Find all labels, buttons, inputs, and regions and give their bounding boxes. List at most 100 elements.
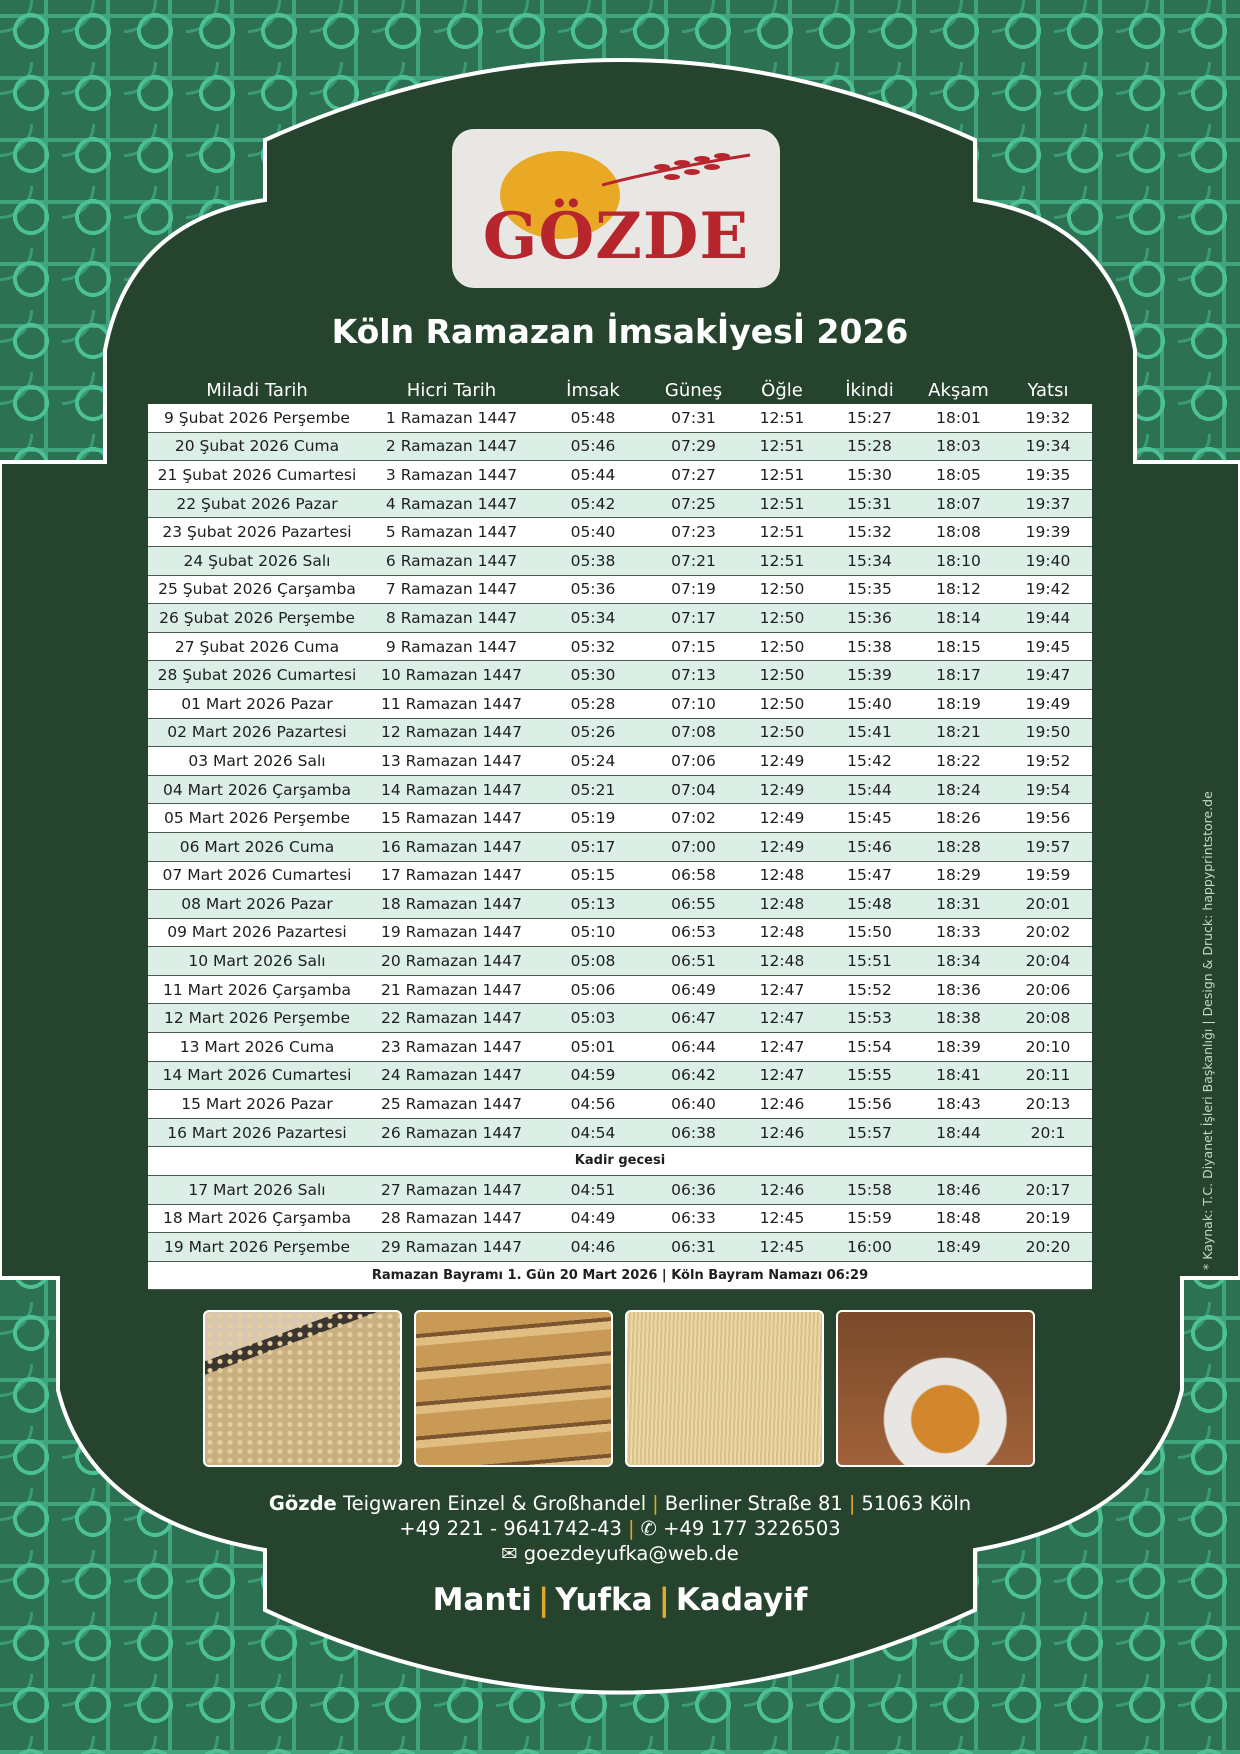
table-row: 09 Mart 2026 Pazartesi 19 Ramazan 1447 05:… <box>148 918 1092 948</box>
product-yufka: Yufka <box>555 1582 653 1618</box>
table-row: 27 Şubat 2026 Cuma 9 Ramazan 1447 05:32 07:… <box>148 632 1092 662</box>
table-row: 02 Mart 2026 Pazartesi 12 Ramazan 1447 05:… <box>148 718 1092 748</box>
table-cell: 05 Mart 2026 Perşembe <box>163 809 351 828</box>
table-cell: 15:27 <box>847 408 892 427</box>
table-row: 01 Mart 2026 Pazar 11 Ramazan 1447 05:28 07… <box>148 689 1092 719</box>
table-cell: 19:56 <box>1025 809 1071 828</box>
table-cell: 15:38 <box>847 637 892 656</box>
table-cell: 20:1 <box>1030 1123 1066 1142</box>
table-cell: 05:38 <box>570 551 616 570</box>
table-cell: 29 Ramazan 1447 <box>380 1238 522 1257</box>
table-cell: 15:36 <box>847 608 892 627</box>
table-cell: 06:44 <box>671 1037 716 1056</box>
table-cell: 05:30 <box>570 666 616 685</box>
table-row: 03 Mart 2026 Salı 13 Ramazan 1447 05:24 07:… <box>148 747 1092 776</box>
table-cell: 04:49 <box>570 1209 616 1228</box>
table-cell: 05:08 <box>570 952 616 971</box>
table-cell: 20:20 <box>1025 1238 1071 1257</box>
product-kadayif: Kadayif <box>675 1582 808 1618</box>
page-title: Köln Ramazan İmsakİyesİ 2026 <box>331 312 909 351</box>
table-cell: 12:50 <box>759 608 805 627</box>
table-cell: 15:54 <box>847 1037 892 1056</box>
table-row: 22 Şubat 2026 Pazar 4 Ramazan 1447 05:42 07… <box>148 489 1092 519</box>
table-row: 20 Şubat 2026 Cuma 2 Ramazan 1447 05:46 07:… <box>148 432 1092 462</box>
table-cell: 07:08 <box>671 723 716 742</box>
table-cell: 07:02 <box>671 809 716 828</box>
table-cell: 19:35 <box>1025 465 1071 484</box>
table-cell: 4 Ramazan 1447 <box>385 494 518 513</box>
table-cell: 19:49 <box>1025 694 1071 713</box>
table-cell: 06:33 <box>671 1209 716 1228</box>
table-cell: 15:50 <box>847 923 892 942</box>
table-cell: 18:31 <box>936 894 981 913</box>
table-cell: 16:00 <box>847 1238 892 1257</box>
whatsapp-number[interactable]: +49 177 3226503 <box>663 1517 841 1540</box>
table-cell: 18:33 <box>936 923 981 942</box>
table-cell: 02 Mart 2026 Pazartesi <box>167 723 347 742</box>
table-cell: 18:10 <box>936 551 981 570</box>
table-cell: 12:48 <box>759 952 805 971</box>
table-cell: 12:50 <box>759 580 805 599</box>
table-cell: 19:50 <box>1025 723 1071 742</box>
table-cell: 20:04 <box>1025 952 1071 971</box>
table-cell: 05:21 <box>570 780 616 799</box>
table-row: 26 Şubat 2026 Perşembe 8 Ramazan 1447 05:3… <box>148 604 1092 633</box>
table-cell: 04:54 <box>570 1123 616 1142</box>
table-cell: 05:44 <box>570 465 616 484</box>
table-cell: 12:51 <box>759 408 805 427</box>
table-cell: 26 Ramazan 1447 <box>380 1123 522 1142</box>
product-photos <box>203 1310 1035 1467</box>
column-header: Yatsı <box>1027 379 1069 401</box>
table-cell: 25 Şubat 2026 Çarşamba <box>158 580 356 599</box>
table-cell: 12:45 <box>759 1209 805 1228</box>
mail-icon: ✉ <box>501 1542 518 1565</box>
table-cell: 22 Ramazan 1447 <box>380 1009 522 1028</box>
table-cell: 07:15 <box>671 637 716 656</box>
table-cell: 19:42 <box>1025 580 1071 599</box>
product-list: Manti | Yufka | Kadayif <box>432 1582 808 1618</box>
table-cell: 12:47 <box>759 980 805 999</box>
table-row: 12 Mart 2026 Perşembe 22 Ramazan 1447 05:0… <box>148 1004 1092 1034</box>
table-cell: 20:11 <box>1025 1066 1071 1085</box>
phone-number[interactable]: +49 221 - 9641742-43 <box>399 1517 622 1540</box>
table-cell: 12:47 <box>759 1037 805 1056</box>
table-cell: 07:10 <box>671 694 716 713</box>
gozde-logo: GÖZDE <box>452 129 780 288</box>
table-cell: 20:19 <box>1025 1209 1071 1228</box>
table-cell: 18:03 <box>936 437 981 456</box>
table-cell: 14 Mart 2026 Cumartesi <box>162 1066 352 1085</box>
table-row: 9 Şubat 2026 Perşembe 1 Ramazan 1447 05:48… <box>148 404 1092 433</box>
table-cell: 20:08 <box>1025 1009 1071 1028</box>
table-row: 10 Mart 2026 Salı 20 Ramazan 1447 05:08 06:… <box>148 947 1092 976</box>
table-cell: 21 Şubat 2026 Cumartesi <box>157 465 357 484</box>
table-cell: 07:19 <box>671 580 716 599</box>
table-cell: 18:48 <box>936 1209 981 1228</box>
source-credit: * Kaynak: T.C. Diyanet İşleri Başkanlığı… <box>1200 791 1215 1270</box>
photo-kadayif <box>625 1310 824 1467</box>
table-cell: 15:41 <box>847 723 892 742</box>
table-cell: 10 Ramazan 1447 <box>380 666 522 685</box>
table-cell: 19:52 <box>1025 751 1071 770</box>
table-cell: 7 Ramazan 1447 <box>385 580 518 599</box>
table-cell: 15:56 <box>847 1095 892 1114</box>
table-cell: 19:40 <box>1025 551 1071 570</box>
table-cell: 26 Şubat 2026 Perşembe <box>159 608 355 627</box>
table-cell: 06:53 <box>671 923 716 942</box>
table-row: 05 Mart 2026 Perşembe 15 Ramazan 1447 05:1… <box>148 804 1092 833</box>
table-cell: 15:28 <box>847 437 892 456</box>
table-cell: 07:27 <box>671 465 716 484</box>
table-cell: 27 Şubat 2026 Cuma <box>174 637 340 656</box>
table-cell: 07:23 <box>671 523 716 542</box>
table-cell: 11 Ramazan 1447 <box>380 694 522 713</box>
table-cell: 04 Mart 2026 Çarşamba <box>163 780 351 799</box>
table-cell: 18:29 <box>936 866 981 885</box>
table-row: 15 Mart 2026 Pazar 25 Ramazan 1447 04:56 06… <box>148 1090 1092 1119</box>
table-cell: 18:14 <box>936 608 981 627</box>
column-header: Miladi Tarih <box>206 379 308 401</box>
table-cell: 18:26 <box>936 809 981 828</box>
table-cell: 15:53 <box>847 1009 892 1028</box>
sun-graphic <box>500 151 620 239</box>
table-cell: 3 Ramazan 1447 <box>385 465 518 484</box>
table-cell: 12:45 <box>759 1238 805 1257</box>
email-link[interactable]: goezdeyufka@web.de <box>523 1542 739 1565</box>
